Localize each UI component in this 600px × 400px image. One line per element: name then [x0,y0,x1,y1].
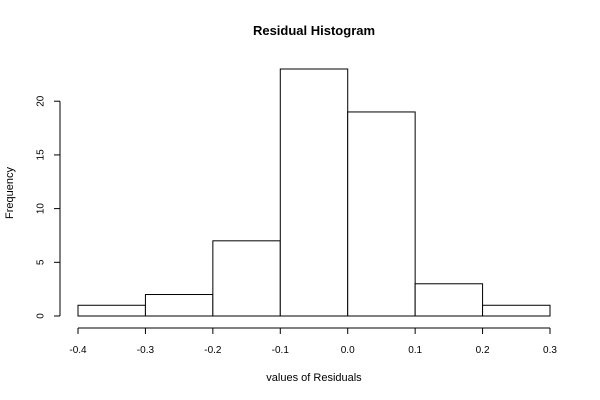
x-tick-label: 0.1 [408,345,422,356]
histogram-bar [414,283,484,317]
histogram-bar [347,111,416,317]
x-tick-label: -0.1 [272,345,290,356]
y-tick-label: 20 [36,95,47,107]
y-tick-label: 10 [36,203,47,215]
y-tick-label: 15 [36,149,47,161]
y-tick-label: 5 [36,259,47,265]
histogram-bar [144,294,214,317]
histogram-bar [77,304,146,317]
histogram-bar [212,240,281,317]
x-axis: -0.4 -0.3 -0.2 -0.1 0.0 0.1 0.2 0.3 [69,327,557,356]
x-tick-label: 0.2 [476,345,490,356]
x-tick-label: 0.0 [341,345,355,356]
x-tick-label: 0.3 [543,345,557,356]
x-tick-label: -0.2 [204,345,222,356]
x-tick-label: -0.4 [69,345,87,356]
x-tick-label: -0.3 [137,345,155,356]
histogram-bar [279,68,349,317]
y-tick-label: 0 [36,313,47,319]
chart-title: Residual Histogram [253,23,375,38]
histogram-bar [482,304,551,317]
x-axis-label: values of Residuals [266,372,362,384]
bars-group [77,68,551,317]
y-axis: 0 5 10 15 20 [36,95,61,319]
y-axis-label: Frequency [4,167,16,219]
